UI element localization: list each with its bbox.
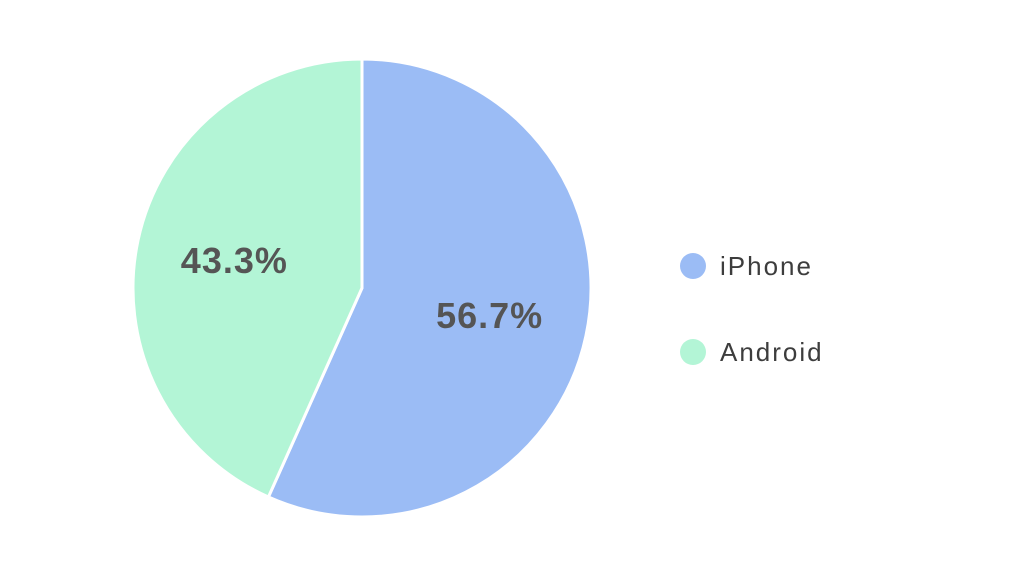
legend-label-android: Android [720,336,824,367]
pie-slice-iphone[interactable] [266,57,593,519]
legend-label-iphone: iPhone [720,250,813,281]
slice-label-android: 43.3% [181,240,288,281]
pie-slice-android[interactable] [131,57,364,499]
pie-slice-labels: 56.7% 43.3% [181,240,543,336]
pie-slices [131,57,593,519]
slice-label-iphone: 56.7% [436,295,543,336]
legend-item-iphone[interactable]: iPhone [680,246,824,286]
legend-swatch-android [680,339,706,365]
legend-swatch-iphone [680,253,706,279]
legend-item-android[interactable]: Android [680,332,824,372]
chart-legend: iPhone Android [680,246,824,418]
